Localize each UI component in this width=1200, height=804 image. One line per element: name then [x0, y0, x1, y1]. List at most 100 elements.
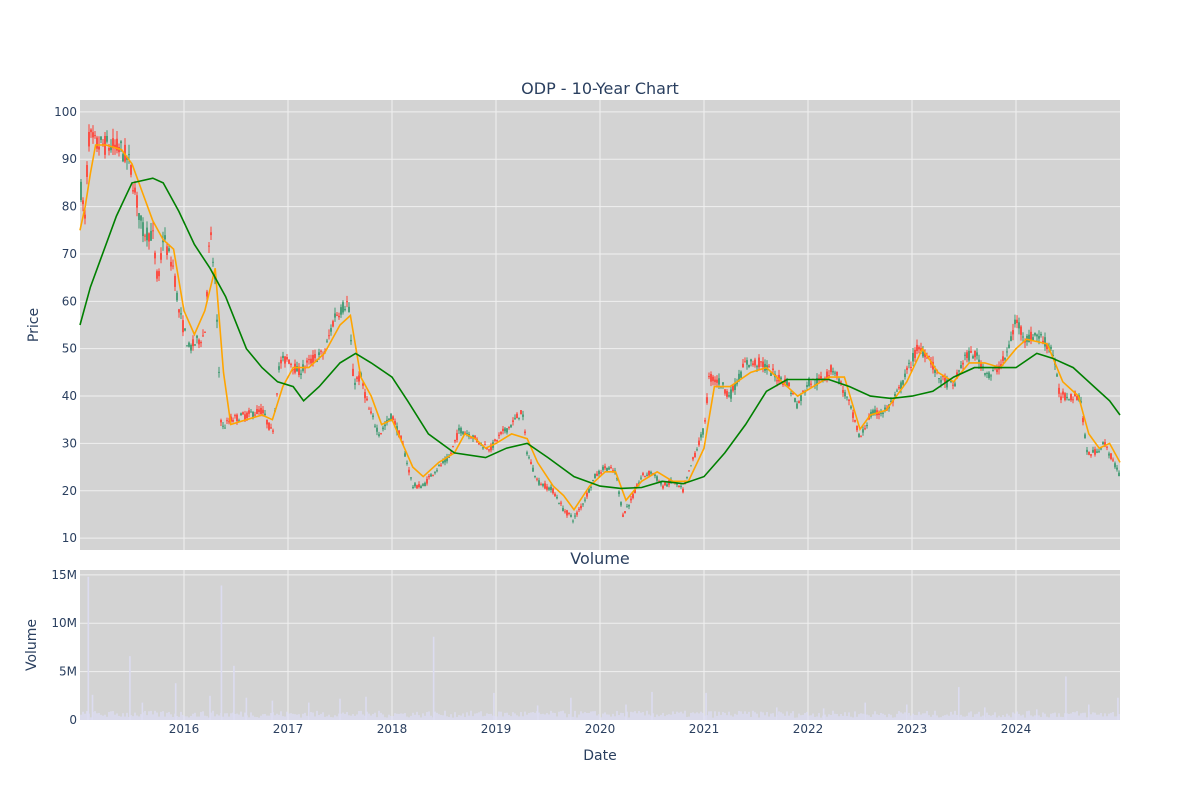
candle-body: [544, 483, 546, 489]
candle-body: [160, 253, 162, 260]
candle-body: [220, 420, 222, 423]
volume-bar: [556, 716, 558, 720]
volume-bar: [712, 717, 714, 720]
candle-body: [262, 409, 264, 414]
volume-bar: [578, 714, 580, 720]
volume-bar: [890, 714, 892, 720]
volume-bar: [91, 694, 94, 720]
volume-bar: [1028, 710, 1030, 720]
volume-bar: [110, 711, 112, 720]
candle-body: [172, 265, 174, 267]
volume-bar: [994, 712, 996, 720]
volume-bar: [104, 714, 106, 720]
volume-bar: [476, 713, 478, 720]
volume-bar: [886, 717, 888, 720]
volume-bar: [608, 714, 610, 720]
candle-body: [428, 475, 430, 478]
candle-body: [1004, 357, 1006, 360]
candle-body: [756, 366, 758, 368]
candle-body: [266, 419, 268, 425]
volume-bar: [454, 712, 456, 720]
volume-bar: [302, 713, 304, 720]
candle-body: [780, 377, 782, 380]
candle-body: [830, 365, 832, 373]
volume-bar: [550, 710, 552, 720]
volume-bar: [198, 716, 200, 720]
candle-body: [94, 135, 96, 137]
candle-body: [460, 427, 462, 434]
volume-bar: [296, 714, 298, 720]
candle-body: [854, 420, 856, 422]
candle-body: [252, 412, 254, 417]
candle-body: [990, 375, 992, 377]
candle-body: [1102, 442, 1104, 445]
candle-body: [666, 484, 668, 487]
volume-bar: [844, 712, 846, 720]
candle-body: [338, 315, 340, 318]
candle-body: [490, 444, 492, 451]
volume-bar: [910, 715, 912, 720]
volume-bar: [422, 713, 424, 720]
candle-body: [884, 407, 886, 410]
volume-bar: [932, 714, 934, 720]
candle-body: [902, 380, 904, 385]
volume-bar: [212, 710, 214, 720]
volume-bar: [870, 716, 872, 720]
candle-body: [772, 368, 774, 370]
candle-body: [1014, 319, 1016, 325]
volume-bar: [736, 714, 738, 720]
volume-axis-label: Volume: [24, 619, 40, 671]
candle-body: [176, 292, 178, 301]
candle-body: [1118, 472, 1120, 476]
candle-body: [264, 413, 266, 416]
candle-body: [900, 382, 902, 390]
volume-bar: [310, 712, 312, 720]
volume-bar: [1054, 712, 1056, 720]
volume-bar: [942, 715, 944, 720]
volume-bar: [448, 716, 450, 720]
volume-bar: [1082, 712, 1084, 720]
volume-bar: [828, 714, 830, 720]
volume-bar: [648, 714, 650, 720]
volume-bar: [738, 710, 740, 720]
candle-body: [362, 383, 364, 386]
volume-bar: [814, 717, 816, 720]
volume-bar: [804, 713, 806, 720]
candle-body: [904, 373, 906, 377]
candle-body: [538, 480, 540, 485]
volume-bar: [730, 715, 732, 720]
candle-body: [320, 350, 322, 352]
candle-body: [890, 400, 892, 403]
candle-body: [240, 413, 242, 416]
volume-bar: [1080, 713, 1082, 720]
candle-body: [284, 356, 286, 364]
candle-body: [626, 506, 628, 508]
x-tick-label: 2017: [273, 722, 304, 736]
candle-body: [786, 378, 788, 387]
price-y-tick-label: 40: [62, 389, 77, 403]
volume-bar: [256, 717, 258, 720]
candle-body: [414, 483, 416, 487]
candle-body: [202, 335, 204, 337]
candle-body: [1096, 451, 1098, 453]
volume-bar: [210, 712, 212, 720]
volume-bar: [1042, 712, 1044, 720]
candle-body: [574, 515, 576, 517]
volume-bar: [880, 712, 882, 720]
volume-bar: [962, 716, 964, 720]
candle-body: [388, 418, 390, 421]
volume-chart-title: Volume: [570, 549, 630, 568]
x-tick-label: 2018: [377, 722, 408, 736]
candle-body: [1040, 333, 1042, 336]
volume-bar: [112, 711, 114, 720]
candle-body: [818, 377, 820, 380]
volume-bar: [676, 711, 678, 720]
volume-bar: [864, 702, 866, 720]
candle-body: [254, 414, 256, 416]
candle-body: [1114, 463, 1116, 468]
candle-body: [352, 368, 354, 377]
candle-body: [494, 439, 496, 442]
volume-bar: [1020, 715, 1022, 720]
volume-bar: [754, 712, 756, 720]
volume-bar: [398, 713, 400, 720]
